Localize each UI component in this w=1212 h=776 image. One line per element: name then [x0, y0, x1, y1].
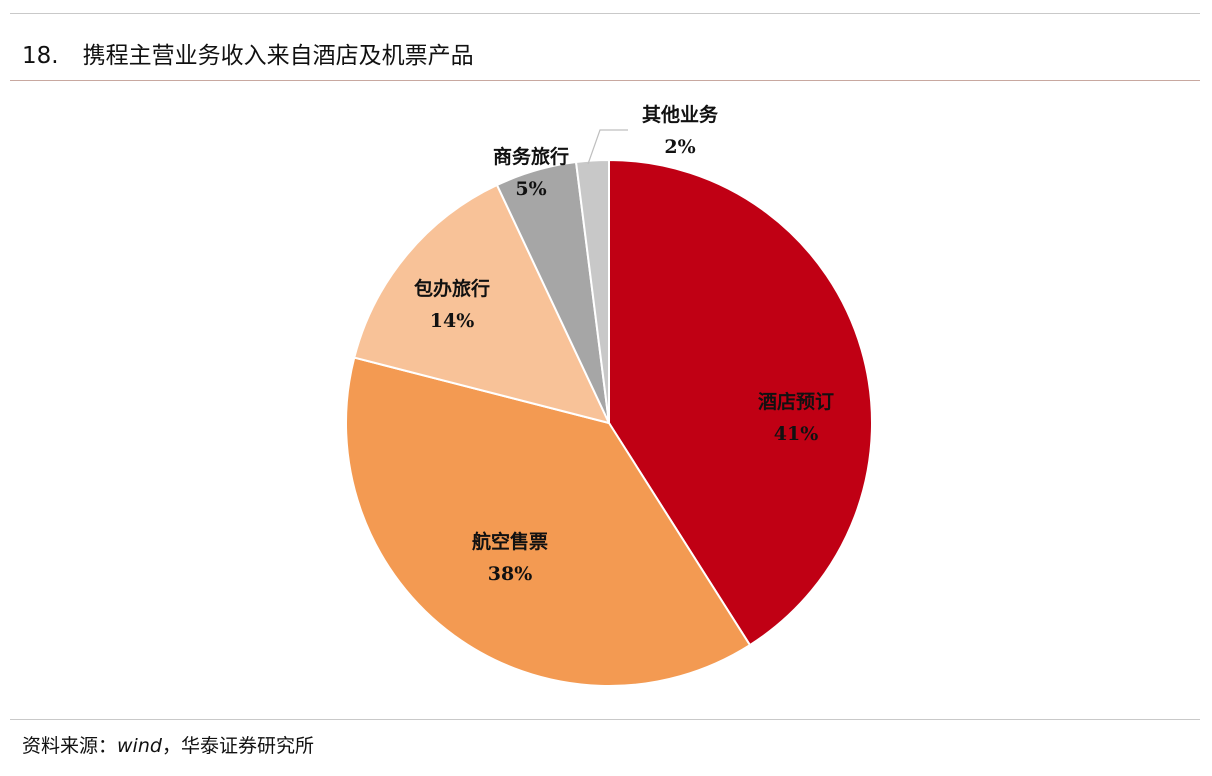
pie-slice — [344, 356, 751, 687]
slice-label: 航空售票 — [472, 530, 548, 553]
slice-percent-label: 41% — [774, 423, 819, 445]
slice-percent-label: 2% — [664, 136, 695, 158]
pie-chart: 酒店预订 41% 航空售票 38% 包办旅行 14% 商务旅行 5% 其他业务 2% — [0, 82, 1212, 718]
figure-title: 18. 携程主营业务收入来自酒店及机票产品 — [22, 38, 474, 74]
pie-slice — [608, 159, 873, 647]
source-note: 资料来源：wind，华泰证券研究所 — [22, 730, 314, 762]
slice-label: 包办旅行 — [414, 277, 490, 300]
slice-percent-label: 14% — [430, 310, 475, 332]
figure-title-text: 携程主营业务收入来自酒店及机票产品 — [82, 43, 474, 69]
source-italic: wind — [117, 735, 162, 757]
pie-slice — [353, 184, 610, 424]
title-rule — [10, 80, 1200, 81]
slice-percent-label: 5% — [515, 178, 546, 200]
top-rule — [10, 13, 1200, 14]
source-prefix: 资料来源： — [22, 735, 118, 757]
slice-label: 商务旅行 — [493, 145, 569, 168]
leader-line — [587, 129, 628, 165]
bottom-rule — [10, 719, 1200, 720]
pie-chart-svg: 酒店预订 41% 航空售票 38% 包办旅行 14% 商务旅行 5% 其他业务 2% — [344, 103, 873, 687]
pie-slice — [575, 158, 610, 424]
slice-label: 酒店预订 — [758, 390, 834, 413]
source-suffix: ，华泰证券研究所 — [161, 735, 314, 757]
figure-number: 18. — [22, 43, 59, 69]
slice-percent-label: 38% — [488, 563, 533, 585]
slice-label: 其他业务 — [642, 103, 719, 126]
